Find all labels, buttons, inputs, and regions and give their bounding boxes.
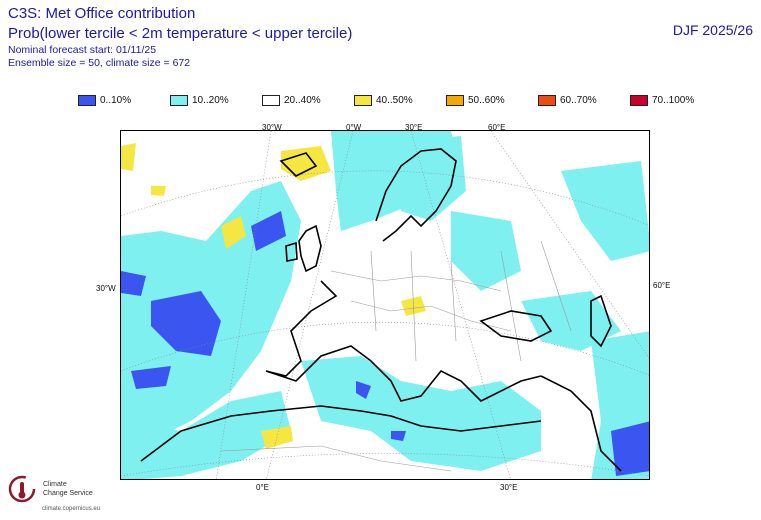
coast-scandinavia: [375, 148, 457, 242]
legend-item-10-20: 10..20%: [170, 95, 262, 106]
graticule: [121, 131, 649, 479]
cyan-east: [561, 161, 649, 261]
legend-item-20-40: 20..40%: [262, 95, 354, 106]
grid-label-bottom-0e: 0°E: [256, 483, 269, 492]
legend-label: 40..50%: [376, 95, 413, 106]
coast-ireland: [285, 241, 298, 262]
grid-label-top-60e: 60°E: [488, 123, 506, 132]
cyan-caspian: [521, 291, 621, 351]
copernicus-logo: Climate Change Service: [6, 474, 93, 504]
title-line2: Prob(lower tercile < 2m temperature < up…: [8, 25, 353, 42]
c3s-logo-icon: [8, 475, 36, 503]
legend-swatch: [354, 95, 372, 106]
coast-iceland: [279, 152, 318, 177]
coast-europe-west: [265, 280, 338, 377]
blue-west-1: [151, 291, 221, 356]
legend: 0..10% 10..20% 20..40% 40..50% 50..60% 6…: [78, 95, 722, 106]
grid-label-top-0w: 0°W: [346, 123, 362, 132]
logo-text: Climate Change Service: [43, 480, 93, 498]
legend-label: 10..20%: [192, 95, 229, 106]
coast-east: [540, 375, 622, 472]
blue-north: [251, 211, 286, 251]
header: C3S: Met Office contribution Prob(lower …: [8, 4, 352, 70]
cyan-eastern-europe: [451, 211, 521, 291]
legend-label: 50..60%: [468, 95, 505, 106]
blue-west-2: [121, 271, 146, 296]
blue-africa: [391, 431, 406, 441]
legend-item-60-70: 60..70%: [538, 95, 630, 106]
logo-url: climate.copernicus.eu: [42, 506, 101, 512]
yellow-areas: [121, 143, 426, 449]
legend-label: 20..40%: [284, 95, 321, 106]
legend-swatch: [538, 95, 556, 106]
grid-label-bottom-30e: 30°E: [500, 483, 518, 492]
grid-label-right-60e: 60°E: [653, 281, 671, 290]
legend-label: 0..10%: [100, 95, 132, 106]
probability-map: [120, 130, 650, 480]
blue-se: [611, 421, 649, 476]
season-label: DJF 2025/26: [672, 22, 753, 38]
legend-item-50-60: 50..60%: [446, 95, 538, 106]
coast-mediterranean: [265, 345, 542, 402]
legend-swatch: [630, 95, 648, 106]
coastlines: [140, 148, 622, 472]
blue-areas: [121, 211, 649, 476]
legend-swatch: [170, 95, 188, 106]
coast-black-sea: [479, 310, 553, 342]
grid-label-top-30w: 30°W: [262, 123, 282, 132]
legend-label: 60..70%: [560, 95, 597, 106]
grid-label-top-30e: 30°E: [405, 123, 423, 132]
legend-swatch: [78, 95, 96, 106]
yellow-greenland: [281, 146, 331, 181]
yellow-nw: [121, 143, 136, 171]
cyan-mediterranean: [301, 356, 541, 471]
legend-item-70-100: 70..100%: [630, 95, 722, 106]
yellow-small-1: [151, 186, 166, 196]
grid-label-left-30w: 30°W: [96, 284, 116, 293]
coast-africa: [140, 405, 542, 462]
coast-uk: [298, 224, 322, 273]
cyan-scandinavia: [401, 136, 466, 221]
map-svg: [121, 131, 649, 479]
logo-name-line1: Climate: [43, 481, 67, 488]
yellow-atlantic: [221, 216, 246, 249]
legend-label: 70..100%: [652, 95, 695, 106]
blue-mediterranean: [356, 381, 371, 399]
forecast-start: Nominal forecast start: 01/11/25: [8, 44, 157, 56]
coast-caspian: [590, 294, 612, 348]
ensemble-size: Ensemble size = 50, climate size = 672: [8, 57, 191, 69]
logo-name-line2: Change Service: [43, 490, 93, 497]
cyan-north-africa: [121, 391, 291, 479]
legend-swatch: [262, 95, 280, 106]
legend-item-0-10: 0..10%: [78, 95, 170, 106]
title-line1: C3S: Met Office contribution: [8, 5, 196, 22]
legend-swatch: [446, 95, 464, 106]
legend-item-40-50: 40..50%: [354, 95, 446, 106]
blue-south-1: [131, 366, 171, 389]
